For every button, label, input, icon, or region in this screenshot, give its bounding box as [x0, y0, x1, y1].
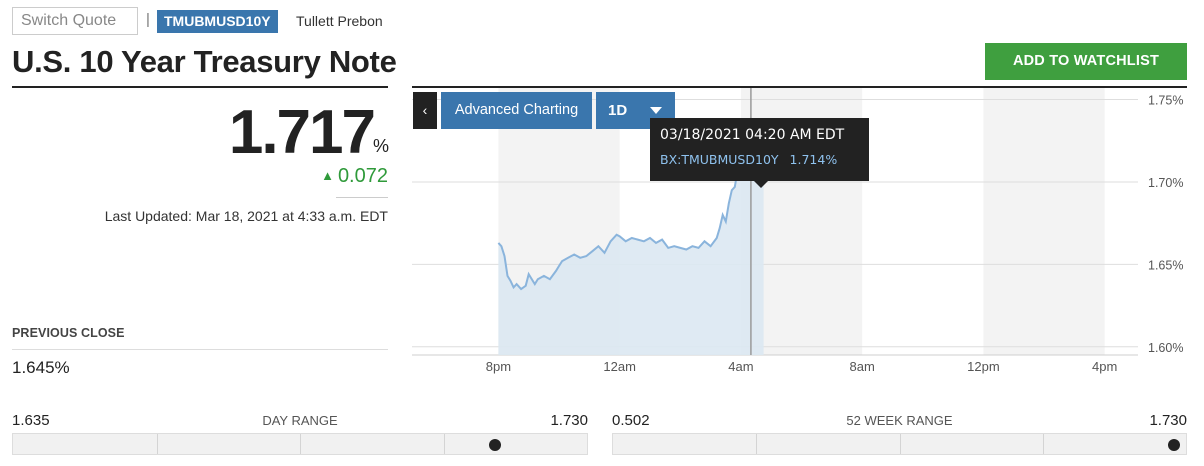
- page-title: U.S. 10 Year Treasury Note: [12, 44, 397, 79]
- previous-close-label: PREVIOUS CLOSE: [12, 326, 125, 340]
- y-tick-label: 1.75%: [1148, 94, 1183, 108]
- day-range-marker: [489, 439, 502, 451]
- triangle-up-icon: ▲: [321, 168, 334, 183]
- title-divider: [12, 86, 388, 88]
- add-to-watchlist-button[interactable]: ADD TO WATCHLIST: [985, 43, 1187, 80]
- ticker-badge: TMUBMUSD10Y: [157, 10, 278, 33]
- range-tick: [756, 434, 758, 454]
- 52-week-range-marker: [1168, 439, 1180, 451]
- day-range-high: 1.730: [550, 412, 588, 429]
- day-range-bar: [12, 433, 588, 455]
- data-source: Tullett Prebon: [296, 13, 383, 29]
- range-tick: [156, 434, 158, 454]
- y-tick-label: 1.70%: [1148, 176, 1183, 190]
- price-change: ▲ 0.072: [321, 165, 388, 188]
- 52-week-range-high: 1.730: [1149, 412, 1187, 429]
- 52-week-range-low: 0.502: [612, 412, 650, 429]
- tooltip-time: 03/18/2021 04:20 AM EDT: [660, 127, 845, 143]
- price-unit: %: [373, 136, 390, 156]
- y-tick-label: 1.60%: [1148, 341, 1183, 355]
- search-input[interactable]: Switch Quote: [12, 7, 138, 35]
- 52-week-range-label: 52 WEEK RANGE: [846, 413, 953, 428]
- range-tick: [443, 434, 445, 454]
- x-tick-label: 8am: [850, 359, 875, 374]
- x-tick-label: 4am: [728, 359, 753, 374]
- day-range-low: 1.635: [12, 412, 50, 429]
- y-tick-label: 1.65%: [1148, 258, 1183, 272]
- header-separator: |: [146, 11, 150, 28]
- series-area: [498, 135, 764, 355]
- tooltip-series: BX:TMUBMUSD10Y: [660, 152, 779, 167]
- 52-week-range-bar: [612, 433, 1187, 455]
- x-tick-label: 4pm: [1092, 359, 1117, 374]
- range-tick: [1042, 434, 1044, 454]
- last-updated: Last Updated: Mar 18, 2021 at 4:33 a.m. …: [104, 208, 388, 224]
- change-divider: [336, 197, 388, 198]
- x-tick-label: 8pm: [486, 359, 511, 374]
- price-value: 1.717: [228, 98, 376, 167]
- tooltip-arrow: [754, 181, 768, 188]
- chart-shaded-band: [983, 88, 1105, 355]
- range-tick: [300, 434, 301, 454]
- caret-down-icon: [650, 107, 662, 114]
- previous-close-value: 1.645%: [12, 358, 70, 377]
- tooltip-value: 1.714%: [789, 152, 838, 167]
- chart-tooltip: 03/18/2021 04:20 AM EDT BX:TMUBMUSD10Y 1.…: [650, 118, 869, 188]
- change-value: 0.072: [337, 165, 388, 187]
- day-range: 1.635 DAY RANGE 1.730: [12, 412, 588, 456]
- advanced-charting-button[interactable]: Advanced Charting: [441, 92, 592, 129]
- x-tick-label: 12am: [603, 359, 636, 374]
- chevron-left-icon[interactable]: ‹: [413, 92, 437, 129]
- chart-top-divider: [412, 86, 1187, 88]
- day-range-label: DAY RANGE: [262, 413, 338, 428]
- period-label: 1D: [608, 102, 628, 119]
- x-tick-label: 12pm: [967, 359, 1000, 374]
- 52-week-range: 0.502 52 WEEK RANGE 1.730: [612, 412, 1187, 456]
- previous-close-divider: [12, 349, 388, 350]
- range-tick: [899, 434, 901, 454]
